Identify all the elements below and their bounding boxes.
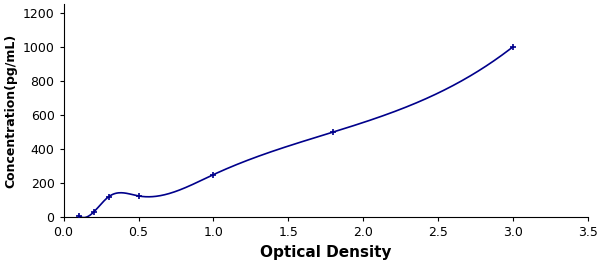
- Y-axis label: Concentration(pg/mL): Concentration(pg/mL): [4, 34, 17, 188]
- X-axis label: Optical Density: Optical Density: [260, 245, 391, 260]
